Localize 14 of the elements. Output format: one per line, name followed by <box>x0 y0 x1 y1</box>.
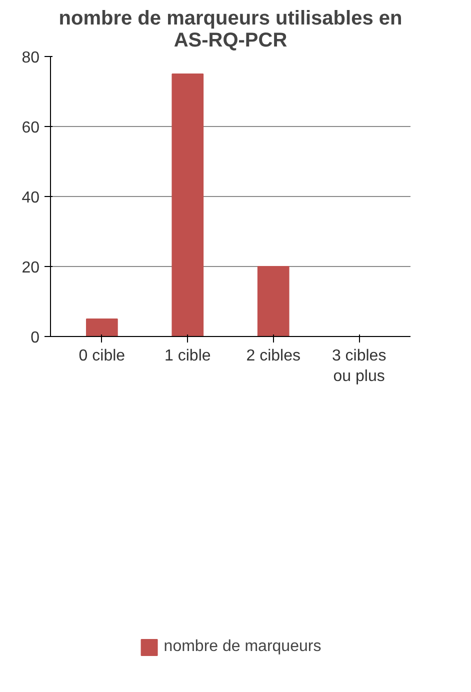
x-tick-label: 2 cibles <box>246 348 300 364</box>
bar <box>172 74 204 336</box>
legend-label: nombre de marqueurs <box>164 638 322 656</box>
x-tick-label: 0 cible <box>78 348 126 364</box>
bar <box>86 318 118 336</box>
y-tick-label: 0 <box>30 330 40 346</box>
y-tick-label: 80 <box>22 50 40 66</box>
chart-title: nombre de marqueurs utilisables en AS-RQ-PCR <box>58 8 402 52</box>
bar <box>257 266 290 336</box>
x-tick-label: 1 cible <box>164 348 211 364</box>
x-tick-label: 3 cibles ou plus <box>332 348 386 385</box>
y-tick-label: 20 <box>22 260 40 276</box>
y-tick-label: 40 <box>22 190 40 206</box>
y-tick-label: 60 <box>22 120 40 136</box>
